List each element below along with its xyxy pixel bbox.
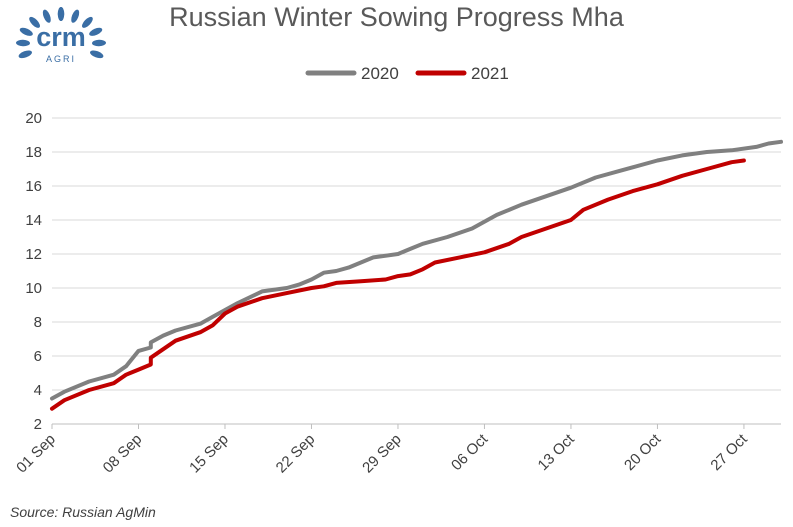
legend-label-2020: 2020 [361, 64, 399, 83]
x-tick-label: 29 Sep [359, 431, 405, 477]
laurel-leaf [42, 9, 51, 23]
series-lines [50, 139, 783, 411]
y-tick-label: 18 [25, 144, 42, 161]
x-tick-label: 15 Sep [186, 431, 232, 477]
x-tick-label: 27 Oct [707, 430, 751, 474]
x-tick-label: 01 Sep [13, 431, 59, 477]
y-tick-label: 12 [25, 246, 42, 263]
x-axis-ticks [51, 424, 745, 429]
laurel-leaf [29, 16, 40, 28]
gridlines [52, 117, 781, 391]
logo-text: crm [36, 22, 86, 52]
y-tick-label: 4 [34, 382, 42, 399]
y-tick-label: 10 [25, 280, 42, 297]
chart-title: Russian Winter Sowing Progress Mha [169, 2, 624, 32]
legend-label-2021: 2021 [471, 64, 509, 83]
y-tick-label: 2 [34, 416, 42, 433]
y-tick-label: 14 [25, 212, 42, 229]
logo-subtext: AGRI [46, 54, 76, 64]
laurel-wreath-icon [16, 7, 106, 59]
y-tick-label: 16 [25, 178, 42, 195]
legend: 2020 2021 [305, 64, 509, 83]
x-tick-label: 13 Oct [535, 430, 579, 474]
laurel-leaf [82, 16, 93, 28]
source-note: Source: Russian AgMin [10, 504, 156, 520]
laurel-leaf [57, 7, 65, 21]
laurel-leaf [18, 50, 32, 59]
y-axis-tick-labels: 2 4 6 8 10 12 14 16 18 20 [25, 110, 42, 433]
series-line-2020 [50, 139, 783, 401]
laurel-leaf [19, 27, 33, 36]
laurel-leaf [71, 9, 80, 23]
laurel-leaf [16, 39, 30, 47]
y-tick-label: 8 [34, 314, 42, 331]
laurel-leaf [90, 50, 104, 59]
x-tick-label: 08 Sep [100, 431, 146, 477]
laurel-leaf [92, 39, 106, 47]
x-axis-tick-labels: 01 Sep 08 Sep 15 Sep 22 Sep 29 Sep 06 Oct 13 O… [13, 430, 751, 476]
y-tick-label: 20 [25, 110, 42, 127]
laurel-leaf [89, 27, 103, 36]
y-tick-label: 6 [34, 348, 42, 365]
crm-agri-logo: crm AGRI [16, 7, 106, 64]
series-line-2021 [50, 158, 746, 411]
x-tick-label: 20 Oct [621, 430, 665, 474]
x-tick-label: 22 Sep [273, 431, 319, 477]
x-tick-label: 06 Oct [448, 430, 492, 474]
